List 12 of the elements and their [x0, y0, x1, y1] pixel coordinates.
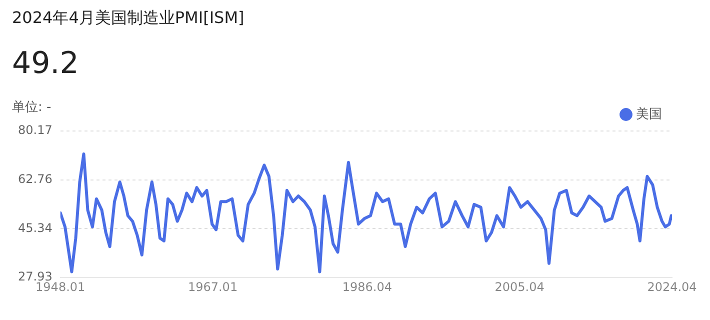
chart-subtitle: 49.2 — [12, 46, 79, 81]
legend-label: 美国 — [636, 106, 662, 122]
y-tick-label: 62.76 — [18, 172, 52, 186]
x-tick-label: 1948.01 — [36, 280, 86, 294]
text: 单位: - — [12, 99, 52, 116]
chart-title: 2024年4月美国制造业PMI[ISM] — [12, 8, 244, 29]
y-tick-label: 45.34 — [18, 220, 52, 235]
x-tick-label: 2005.04 — [494, 280, 544, 294]
x-tick-label: 1967.01 — [188, 280, 238, 294]
x-tick-label: 2024.04 — [647, 280, 697, 294]
y-tick-label: 80.17 — [18, 123, 52, 138]
x-tick-label: 1986.04 — [342, 280, 392, 294]
